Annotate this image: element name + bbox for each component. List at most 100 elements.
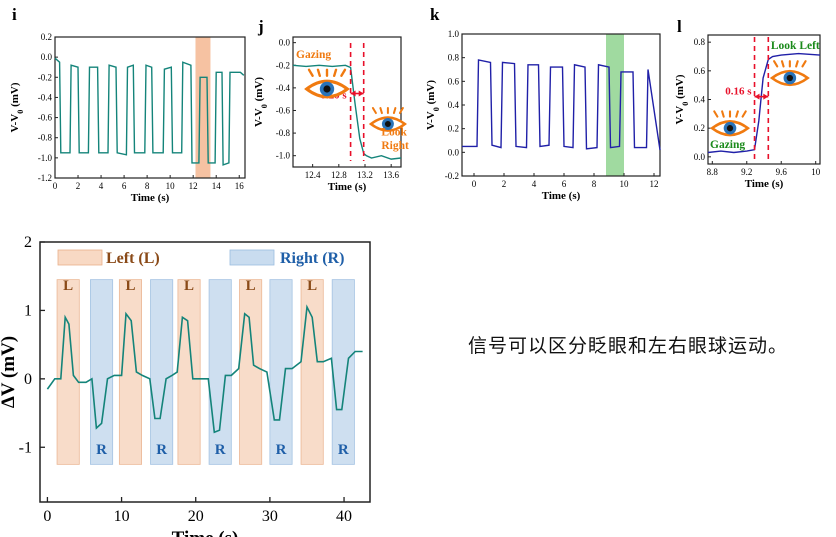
l-ylabel: V-V0 (mV) xyxy=(674,74,690,124)
l-gazing-eye-icon-pupil xyxy=(726,125,734,132)
l-xtick-label: 9.6 xyxy=(776,167,788,177)
l-ytick-label: 0.6 xyxy=(694,66,706,76)
j-ytick-label: -0.2 xyxy=(276,60,290,70)
main-legend-label-right: Right (R) xyxy=(280,250,344,267)
panel-j-chart: 12.4 12.8 13.2 13.6 0.0 -0.2 -0.4 -0.6 -0.8 -1.0 T… xyxy=(253,17,409,193)
k-highlight-band xyxy=(606,34,624,176)
i-ytick-label: 0.2 xyxy=(41,32,52,42)
main-box-left xyxy=(300,279,324,465)
i-xtick-label: 0 xyxy=(53,181,58,191)
l-gazing-eye-icon-lash xyxy=(741,110,747,118)
main-frame xyxy=(39,241,371,503)
main-xtick-label: 0 xyxy=(43,508,51,525)
main-box-left xyxy=(118,279,142,465)
j-look-right-eye-icon-pupil xyxy=(384,121,391,128)
j-panel-letter: j xyxy=(257,17,264,36)
k-ylabel: V-V0 (mV) xyxy=(425,80,441,130)
i-xtick-label: 16 xyxy=(235,181,245,191)
j-arrow-heads xyxy=(350,90,364,97)
k-xtick-label: 10 xyxy=(620,179,630,189)
k-ytick-label: 0.4 xyxy=(448,100,460,110)
j-look-right-eye-icon-lash xyxy=(398,107,404,115)
k-xtick-label: 8 xyxy=(592,179,597,189)
main-box-label-left: L xyxy=(246,278,256,294)
main-legend-label-left: Left (L) xyxy=(106,250,160,267)
panel-l-chart: 8.8 9.2 9.6 10 0.0 0.2 0.4 0.6 0.8 Time (s) V-V0 (… xyxy=(674,17,821,190)
l-gazing-eye-icon xyxy=(709,110,751,137)
l-look-left-eye-icon-lash xyxy=(801,60,807,68)
l-look-left-eye-icon-lash xyxy=(780,60,785,68)
i-ytick-label: -0.2 xyxy=(38,72,52,82)
l-xlabel: Time (s) xyxy=(745,178,784,190)
l-look-left-eye-icon-lash xyxy=(773,60,779,68)
i-frame xyxy=(54,36,246,179)
k-xlabel: Time (s) xyxy=(542,190,581,202)
j-gazing-eye-icon-lash xyxy=(307,68,314,78)
k-xtick-label: 4 xyxy=(532,179,537,189)
l-duration-label: 0.16 s xyxy=(725,86,752,98)
j-gazing-eye-icon-lash xyxy=(332,68,338,78)
l-gazing-eye-icon-lash xyxy=(713,110,719,118)
main-box-label-right: R xyxy=(276,442,287,458)
l-ytick-label: 0.0 xyxy=(694,152,706,162)
j-xtick-label: 12.4 xyxy=(305,170,321,180)
j-look-right-eye-icon xyxy=(368,107,407,132)
panel-i-chart: 0 2 4 6 8 10 12 14 16 0.2 0.0 -0.2 -0.4 -0.6 -0.8 -1.0 -… xyxy=(9,5,246,204)
j-ytick-label: 0.0 xyxy=(279,38,291,48)
main-box-label-left: L xyxy=(184,278,194,294)
j-look-right-eye-icon-lash xyxy=(379,107,383,115)
j-gazing-eye-icon-pupil xyxy=(323,85,331,93)
k-ytick-label: 0.0 xyxy=(448,147,460,157)
k-xtick-label: 0 xyxy=(472,179,477,189)
i-ytick-label: -0.6 xyxy=(38,113,53,123)
i-xtick-label: 4 xyxy=(99,181,104,191)
main-xlabel: Time (s) xyxy=(172,528,239,537)
j-ytick-label: -0.4 xyxy=(276,83,291,93)
j-gazing-eye-icon-lash xyxy=(340,68,347,78)
j-state-end-label-1: Look xyxy=(381,126,407,138)
main-ytick-label: 2 xyxy=(24,234,32,251)
j-ylabel: V-V0 (mV) xyxy=(253,77,269,127)
i-xlabel: Time (s) xyxy=(131,192,170,204)
main-box-right xyxy=(269,279,293,465)
j-xlabel: Time (s) xyxy=(328,181,367,193)
main-box-right xyxy=(331,279,355,465)
i-xtick-label: 10 xyxy=(166,181,176,191)
main-box-right xyxy=(208,279,232,465)
i-ytick-label: -1.2 xyxy=(38,173,52,183)
k-xtick-label: 2 xyxy=(502,179,507,189)
main-signal-line xyxy=(46,304,363,434)
l-arrow-heads xyxy=(754,93,769,100)
main-box-label-left: L xyxy=(307,278,317,294)
i-xtick-label: 6 xyxy=(122,181,127,191)
main-xtick-label: 20 xyxy=(188,508,204,525)
i-xtick-label: 2 xyxy=(76,181,81,191)
l-xtick-label: 10 xyxy=(811,167,821,177)
k-xtick-label: 6 xyxy=(562,179,567,189)
main-ylabel: ΔV (mV) xyxy=(0,336,19,408)
main-box-label-right: R xyxy=(96,442,107,458)
l-look-left-eye-icon xyxy=(769,60,810,87)
l-ytick-label: 0.2 xyxy=(694,123,705,133)
k-ytick-label: -0.2 xyxy=(445,171,459,181)
main-box-left xyxy=(56,279,80,465)
i-ytick-label: -1.0 xyxy=(38,153,53,163)
j-gazing-eye-icon xyxy=(304,68,350,99)
l-gazing-eye-icon-lash xyxy=(735,110,739,118)
caption-text: 信号可以区分眨眼和左右眼球运动。 xyxy=(468,335,789,357)
main-ytick-label: 1 xyxy=(24,302,32,319)
j-gazing-eye-icon-lash xyxy=(316,68,322,78)
k-xtick-label: 12 xyxy=(650,179,659,189)
k-ytick-label: 1.0 xyxy=(448,29,460,39)
i-ytick-label: -0.4 xyxy=(38,92,53,102)
main-box-label-left: L xyxy=(63,278,73,294)
j-xtick-label: 13.6 xyxy=(383,170,399,180)
main-legend-swatch-left xyxy=(57,249,103,266)
k-panel-letter: k xyxy=(430,5,440,24)
l-ytick-label: 0.4 xyxy=(694,95,706,105)
j-state-start-label: Gazing xyxy=(296,49,331,61)
l-xtick-label: 8.8 xyxy=(707,167,719,177)
j-xtick-label: 12.8 xyxy=(331,170,347,180)
main-xtick-label: 10 xyxy=(114,508,130,525)
